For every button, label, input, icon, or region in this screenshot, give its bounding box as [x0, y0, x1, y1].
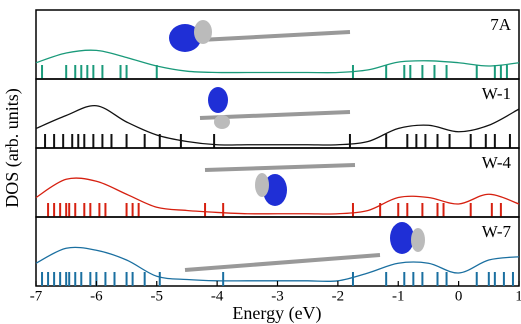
- molecule: [205, 165, 355, 206]
- molecule: [200, 87, 350, 129]
- panel-label: W-4: [482, 153, 512, 172]
- x-tick-label: -3: [271, 288, 284, 304]
- x-tick-label: -1: [392, 288, 405, 304]
- x-axis-label: Energy (eV): [232, 303, 321, 324]
- panel-label: W-1: [482, 84, 511, 103]
- x-tick-label: -7: [30, 288, 43, 304]
- x-tick-label: 1: [515, 288, 521, 304]
- molecule: [185, 222, 425, 270]
- panel-label: W-7: [482, 222, 512, 241]
- panel-label: 7A: [490, 15, 512, 34]
- x-tick-label: 0: [455, 288, 463, 304]
- x-tick-label: -5: [151, 288, 164, 304]
- y-axis-label: DOS (arb. units): [2, 88, 23, 208]
- molecule: [169, 20, 350, 52]
- x-tick-label: -6: [90, 288, 103, 304]
- dos-curve: [36, 106, 519, 145]
- x-tick-label: -4: [211, 288, 224, 304]
- x-tick-label: -2: [332, 288, 345, 304]
- chart: DOS (arb. units) Energy (eV) 7A W-1 W-4 W-7…: [0, 0, 521, 324]
